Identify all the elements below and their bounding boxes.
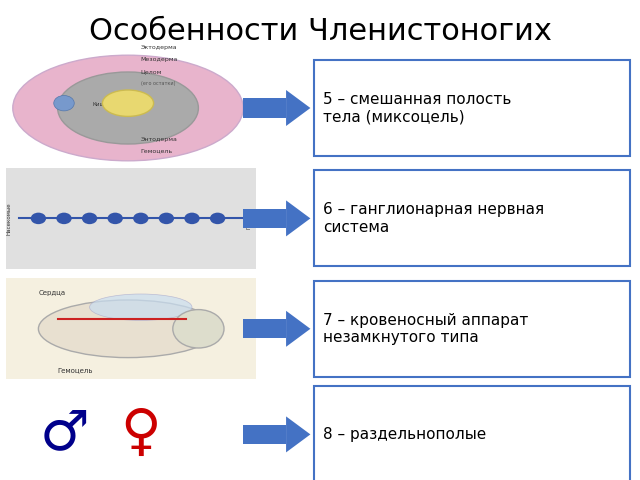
FancyBboxPatch shape	[314, 281, 630, 377]
Text: Кишка: Кишка	[93, 102, 112, 107]
Text: Эктодерма: Эктодерма	[141, 46, 177, 50]
Polygon shape	[243, 98, 286, 118]
Text: ♂: ♂	[39, 408, 89, 461]
Circle shape	[159, 213, 174, 224]
Text: Насекомые: Насекомые	[6, 202, 12, 235]
Circle shape	[184, 213, 200, 224]
Text: Гемоцель: Гемоцель	[141, 149, 173, 154]
FancyBboxPatch shape	[314, 386, 630, 480]
Circle shape	[56, 213, 72, 224]
Ellipse shape	[38, 300, 218, 358]
Circle shape	[210, 213, 225, 224]
Polygon shape	[286, 311, 310, 347]
Text: ♀: ♀	[120, 408, 161, 461]
Polygon shape	[286, 201, 310, 236]
Text: 8 – раздельнополые: 8 – раздельнополые	[323, 427, 486, 442]
Polygon shape	[243, 319, 286, 338]
Text: Целом: Целом	[141, 70, 162, 74]
Text: Энтодерма: Энтодерма	[141, 137, 178, 142]
Ellipse shape	[90, 294, 192, 321]
Circle shape	[173, 310, 224, 348]
Circle shape	[31, 213, 46, 224]
Circle shape	[82, 213, 97, 224]
Polygon shape	[286, 90, 310, 126]
Polygon shape	[243, 209, 286, 228]
Text: Мезодерма: Мезодерма	[141, 58, 178, 62]
FancyBboxPatch shape	[6, 278, 256, 379]
Text: Сердца: Сердца	[38, 290, 65, 296]
FancyBboxPatch shape	[314, 60, 630, 156]
Circle shape	[54, 96, 74, 111]
Text: Гемоцель: Гемоцель	[58, 367, 93, 372]
Circle shape	[108, 213, 123, 224]
Ellipse shape	[58, 72, 198, 144]
Ellipse shape	[13, 55, 243, 161]
Text: 6 – ганглионарная нервная
система: 6 – ганглионарная нервная система	[323, 202, 545, 235]
Text: 5 – смешанная полость
тела (миксоцель): 5 – смешанная полость тела (миксоцель)	[323, 92, 511, 124]
Text: Голова: Голова	[246, 208, 252, 228]
Text: Особенности Членистоногих: Особенности Членистоногих	[88, 17, 552, 46]
FancyBboxPatch shape	[314, 170, 630, 266]
Circle shape	[133, 213, 148, 224]
Text: (его остатки): (его остатки)	[141, 81, 175, 85]
FancyBboxPatch shape	[6, 168, 256, 269]
Polygon shape	[243, 425, 286, 444]
Text: 7 – кровеносный аппарат
незамкнутого типа: 7 – кровеносный аппарат незамкнутого тип…	[323, 312, 529, 345]
Polygon shape	[286, 416, 310, 452]
Ellipse shape	[102, 90, 154, 117]
